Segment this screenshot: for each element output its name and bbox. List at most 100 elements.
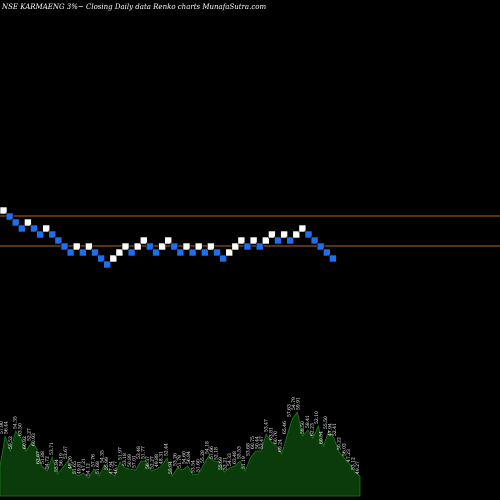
volume-label: 49.27 — [355, 461, 361, 474]
volume-area — [0, 411, 361, 497]
renko-brick-1 — [0, 206, 8, 215]
renko-brick-47 — [280, 230, 288, 239]
renko-brick-50 — [298, 224, 307, 233]
renko-brick-46 — [274, 236, 282, 245]
volume-label: 53.71 — [49, 442, 55, 455]
volume-label: 54.33 — [227, 453, 233, 466]
renko-brick-52 — [310, 236, 319, 245]
volume-label: 55.99 — [104, 457, 110, 470]
renko-brick-23 — [133, 242, 142, 251]
renko-brick-37 — [219, 254, 227, 263]
volume-label: 62.67 — [36, 451, 42, 464]
renko-brick-19 — [109, 254, 118, 263]
volume-label: 60.75 — [250, 436, 256, 449]
volume-label: 57.90 — [0, 421, 5, 434]
renko-brick-54 — [322, 248, 331, 257]
volume-label: 50.22 — [337, 437, 343, 450]
volume-label: 51.60 — [195, 459, 201, 472]
renko-brick-11 — [60, 242, 69, 251]
volume-label: 51.88 — [40, 451, 46, 464]
renko-brick-4 — [17, 224, 26, 233]
renko-brick-14 — [79, 248, 87, 257]
renko-brick-6 — [30, 224, 38, 233]
volume-label: 60.70 — [273, 431, 279, 444]
renko-brick-15 — [85, 242, 93, 251]
volume-label: 65.46 — [282, 421, 288, 434]
volume-label: 53.26 — [172, 453, 178, 466]
renko-brick-40 — [237, 236, 246, 245]
volume-label: 51.68 — [95, 461, 101, 474]
volume-label: 47.94 — [328, 423, 334, 436]
renko-brick-32 — [188, 248, 197, 257]
volume-label: 52.21 — [223, 457, 229, 470]
volume-label: 52.10 — [314, 411, 320, 424]
volume-label: 51.77 — [140, 446, 146, 459]
volume-label: 63.81 — [268, 427, 274, 440]
renko-brick-55 — [329, 254, 337, 263]
renko-brick-24 — [140, 236, 148, 245]
volume-label: 63.48 — [232, 451, 238, 464]
volume-label: 57.01 — [131, 455, 137, 468]
volume-label: 46.77 — [113, 461, 119, 474]
renko-brick-22 — [127, 248, 136, 257]
volume-label: 52.44 — [163, 443, 169, 456]
renko-brick-21 — [121, 242, 130, 251]
renko-brick-9 — [48, 230, 57, 239]
volume-label: 51.65 — [72, 461, 78, 474]
volume-label: 69.24 — [277, 439, 283, 452]
renko-brick-51 — [304, 230, 313, 239]
volume-label: 54.35 — [13, 416, 19, 429]
volume-label: 49.20 — [67, 456, 73, 469]
volume-label: 60.54 — [318, 431, 324, 444]
renko-brick-7 — [36, 230, 44, 239]
renko-brick-38 — [225, 248, 233, 257]
volume-label: 54.18 — [204, 441, 210, 454]
volume-label: 56.37 — [145, 456, 151, 469]
renko-brick-3 — [11, 218, 20, 227]
volume-label: 52.27 — [26, 428, 32, 441]
volume-label: 56.19 — [58, 453, 64, 466]
volume-label: 57.66 — [209, 446, 215, 459]
volume-label: 51.19 — [241, 456, 247, 469]
renko-brick-48 — [286, 236, 295, 245]
renko-brick-53 — [316, 242, 325, 251]
renko-brick-27 — [158, 242, 166, 251]
volume-label: 49.88 — [154, 454, 160, 467]
volume-label: 48.31 — [159, 451, 165, 464]
renko-brick-39 — [231, 242, 240, 251]
renko-brick-20 — [115, 248, 124, 257]
renko-bricks — [0, 206, 337, 269]
volume-label: 51.97 — [118, 447, 124, 460]
volume-label: 62.23 — [309, 423, 315, 436]
renko-brick-10 — [54, 236, 63, 245]
chart-title: NSE KARMAENG 3%~ Closing Daily data Renk… — [1, 3, 266, 11]
volume-label: 53.12 — [350, 457, 356, 470]
volume-label: 60.93 — [31, 433, 37, 446]
volume-label: 52.27 — [150, 456, 156, 469]
volume-label: 50.44 — [255, 436, 261, 449]
volume-label: 47.21 — [81, 458, 87, 471]
renko-brick-28 — [164, 236, 172, 245]
renko-brick-13 — [72, 242, 81, 251]
renko-brick-43 — [255, 242, 264, 251]
volume-label: 53.48 — [136, 446, 142, 459]
renko-brick-8 — [42, 224, 51, 233]
renko-brick-16 — [91, 248, 99, 257]
volume-label: 59.91 — [296, 397, 302, 410]
volume-label: 63.50 — [17, 423, 23, 436]
volume-label: 50.89 — [127, 454, 133, 467]
renko-brick-35 — [207, 242, 215, 251]
volume-label: 53.47 — [264, 419, 270, 432]
volume-label: 55.69 — [218, 457, 224, 470]
volume-label: 54.35 — [99, 450, 105, 463]
renko-brick-34 — [201, 248, 209, 257]
renko-brick-44 — [261, 236, 270, 245]
renko-brick-36 — [213, 248, 221, 257]
volume-label: 56.44 — [4, 421, 10, 434]
volume-label: 55.50 — [323, 416, 329, 429]
volume-label: 53.18 — [122, 453, 128, 466]
renko-brick-2 — [5, 212, 14, 221]
volume-label: 59.52 — [8, 436, 14, 449]
